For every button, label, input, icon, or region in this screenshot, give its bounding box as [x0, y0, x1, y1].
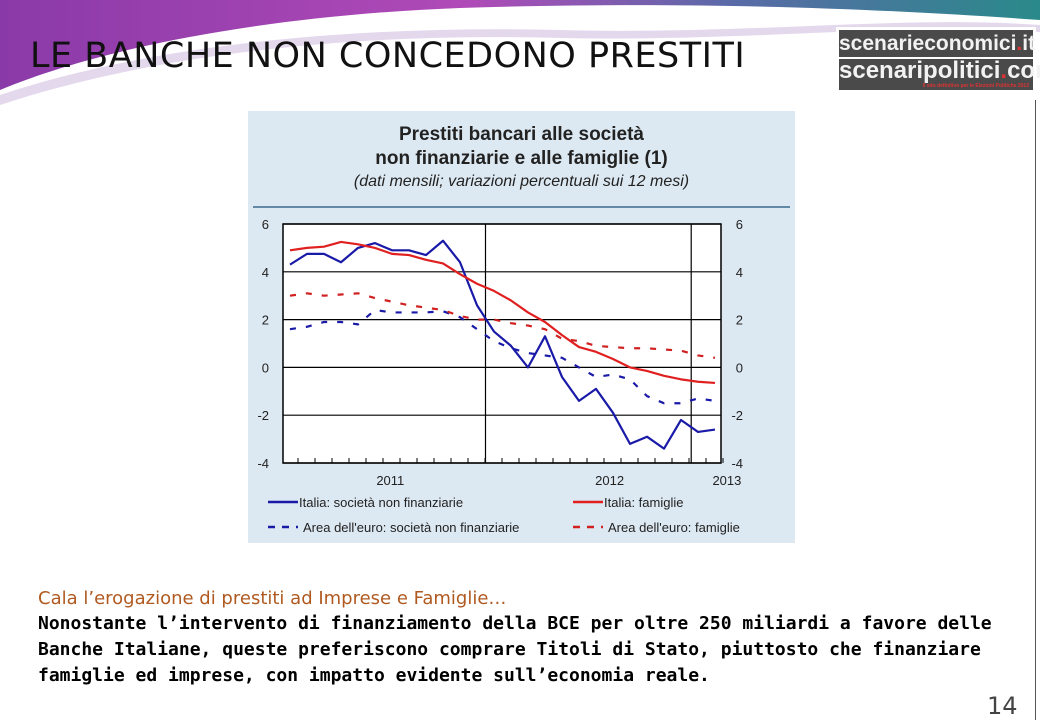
x-tick-label: 2013 [712, 473, 741, 488]
legend-label: Italia: società non finanziarie [299, 495, 463, 510]
x-tick-label: 2011 [376, 473, 404, 488]
chart-title: Prestiti bancari alle società non finanzi… [375, 124, 668, 169]
y-tick-right: -4 [731, 456, 743, 471]
page-number: 14 [987, 692, 1018, 720]
y-tick-right: -2 [731, 408, 743, 423]
legend-label: Area dell'euro: società non finanziarie [303, 520, 519, 535]
series-line [289, 239, 716, 450]
loans-chart: -4 -4 -2 -2 0 0 2 2 4 4 6 6 2011 2012 2013 Italia: soci… [248, 111, 795, 543]
series-line [289, 240, 716, 385]
y-tick-right: 6 [736, 217, 743, 232]
y-tick-left: 0 [262, 360, 269, 375]
y-tick-right: 2 [736, 313, 743, 328]
site-logo: scenarieconomici.it scenaripolitici.comI… [836, 27, 1040, 93]
y-tick-left: 2 [262, 313, 269, 328]
intro-text: Cala l’erogazione di prestiti ad Imprese… [38, 588, 507, 609]
series-line [289, 308, 716, 405]
y-tick-left: 6 [262, 217, 269, 232]
y-tick-right: 0 [736, 360, 743, 375]
slide-title: LE BANCHE NON CONCEDONO PRESTITI [30, 36, 746, 76]
divider [1035, 100, 1036, 720]
y-tick-right: 4 [736, 265, 743, 280]
y-tick-left: -2 [257, 408, 269, 423]
chart-subtitle: (dati mensili; variazioni percentuali su… [353, 173, 690, 190]
legend-label: Area dell'euro: famiglie [608, 520, 740, 535]
body-text: Nonostante l’intervento di finanziamento… [38, 613, 992, 686]
x-tick-label: 2012 [595, 473, 624, 488]
y-tick-left: -4 [257, 456, 269, 471]
y-tick-left: 4 [262, 265, 269, 280]
header-decoration [0, 0, 1040, 105]
legend-label: Italia: famiglie [604, 495, 683, 510]
